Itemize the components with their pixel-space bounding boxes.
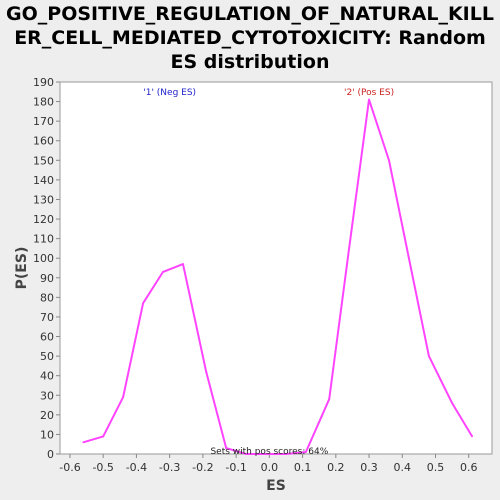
plot-area (59, 81, 493, 455)
x-tick-label: 0.6 (460, 461, 478, 474)
data-point (348, 247, 351, 250)
annotation-layer: '1' (Neg ES) '2' (Pos ES) Sets with pos sc… (143, 88, 394, 457)
data-point (408, 257, 410, 260)
data-point (122, 396, 125, 399)
y-tick-label: 110 (33, 233, 54, 246)
y-axis-ticks: 0 10 20 30 40 50 60 70 80 90 100 110 120 130 140 150 160… (33, 76, 60, 461)
data-point (368, 98, 370, 101)
chart-title: GO_POSITIVE_REGULATION_OF_NATURAL_KILL E… (0, 2, 500, 74)
chart-title-line-1: GO_POSITIVE_REGULATION_OF_NATURAL_KILL (6, 3, 494, 25)
y-axis-label: P(ES) (14, 247, 30, 290)
data-point (162, 271, 164, 273)
y-tick-label: 150 (33, 154, 54, 167)
data-point (102, 435, 105, 438)
y-tick-label: 0 (47, 448, 54, 461)
data-point (328, 398, 331, 401)
y-tick-label: 50 (40, 350, 54, 363)
data-point (471, 435, 473, 438)
y-tick-label: 190 (33, 76, 54, 89)
x-tick-label: -0.1 (225, 461, 246, 474)
x-tick-label: -0.3 (159, 461, 180, 474)
chart-annotation: Sets with pos scores: 64% (210, 447, 328, 457)
x-tick-label: -0.2 (192, 461, 213, 474)
x-tick-label: -0.6 (59, 461, 80, 474)
y-tick-label: 10 (40, 428, 54, 441)
y-tick-label: 20 (40, 409, 54, 422)
y-tick-label: 60 (40, 331, 54, 344)
y-tick-label: 30 (40, 389, 54, 402)
chart-title-line-2: ER_CELL_MEDIATED_CYTOTOXICITY: Random (14, 27, 486, 49)
y-tick-label: 180 (33, 96, 54, 109)
y-tick-label: 130 (33, 193, 54, 206)
data-point (142, 302, 144, 305)
y-tick-label: 140 (33, 174, 54, 187)
data-point (205, 370, 208, 373)
chart-title-line-3: ES distribution (170, 51, 330, 73)
y-tick-label: 90 (40, 272, 54, 285)
y-tick-label: 100 (33, 252, 54, 265)
y-tick-label: 80 (40, 291, 54, 304)
y-tick-label: 70 (40, 311, 54, 324)
x-tick-label: 0.1 (294, 461, 312, 474)
y-tick-label: 120 (33, 213, 54, 226)
data-point (305, 451, 307, 453)
x-tick-label: 0.2 (327, 461, 345, 474)
x-tick-label: 0.0 (261, 461, 279, 474)
data-point (82, 441, 85, 444)
data-point (388, 159, 390, 162)
x-axis-ticks: -0.6 -0.5 -0.4 -0.3 -0.2 -0.1 0.0 0.1 0.2 0.3 0.4 0… (59, 454, 477, 474)
x-tick-label: -0.4 (126, 461, 147, 474)
x-tick-label: -0.5 (92, 461, 113, 474)
x-tick-label: 0.3 (360, 461, 378, 474)
data-point (225, 447, 228, 450)
y-tick-label: 160 (33, 135, 54, 148)
x-axis-label: ES (266, 478, 286, 494)
chart-annotation: '1' (Neg ES) (143, 88, 196, 98)
data-point (427, 355, 430, 358)
x-tick-label: 0.4 (394, 461, 412, 474)
series-layer (82, 98, 473, 455)
x-tick-label: 0.5 (427, 461, 445, 474)
data-point (451, 402, 454, 404)
data-point (245, 453, 247, 455)
data-point (285, 453, 287, 455)
data-point (182, 263, 184, 265)
y-tick-label: 40 (40, 370, 54, 383)
y-tick-label: 170 (33, 115, 54, 128)
chart-annotation: '2' (Pos ES) (344, 88, 394, 98)
